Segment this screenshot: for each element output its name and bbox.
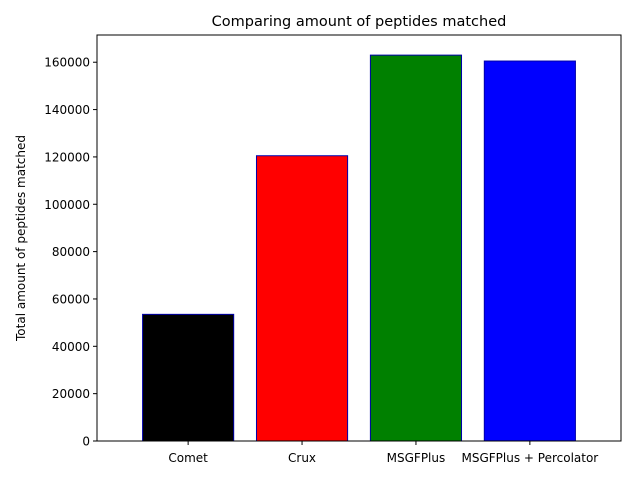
x-tick-label: MSGFPlus + Percolator [461, 451, 598, 465]
y-axis-ticks: 0 20000 40000 60000 80000 100000 120000 140000 1… [44, 56, 97, 449]
plot-frame [96, 34, 622, 442]
x-tick-label: Comet [168, 451, 208, 465]
y-tick-label: 0 [82, 435, 90, 449]
y-tick-label: 80000 [52, 245, 90, 259]
x-axis-ticks: Comet Crux MSGFPlus MSGFPlus + Percolator [168, 441, 598, 465]
y-tick-label: 20000 [52, 387, 90, 401]
bar-comet [142, 313, 235, 442]
y-tick-label: 100000 [44, 198, 90, 212]
bar-crux [255, 155, 349, 442]
y-tick-label: 120000 [44, 150, 90, 164]
x-tick-label: MSGFPlus [387, 451, 446, 465]
bar-msgfplus-percolator [483, 60, 576, 442]
bar-msgfplus [369, 54, 463, 442]
y-axis-title: Total amount of peptides matched [14, 135, 28, 342]
y-tick-label: 160000 [44, 56, 90, 70]
x-tick-label: Crux [288, 451, 316, 465]
chart-title: Comparing amount of peptides matched [212, 14, 507, 30]
y-tick-label: 40000 [52, 340, 90, 354]
y-tick-label: 60000 [52, 292, 90, 306]
bars-group [142, 54, 576, 442]
y-tick-label: 140000 [44, 103, 90, 117]
